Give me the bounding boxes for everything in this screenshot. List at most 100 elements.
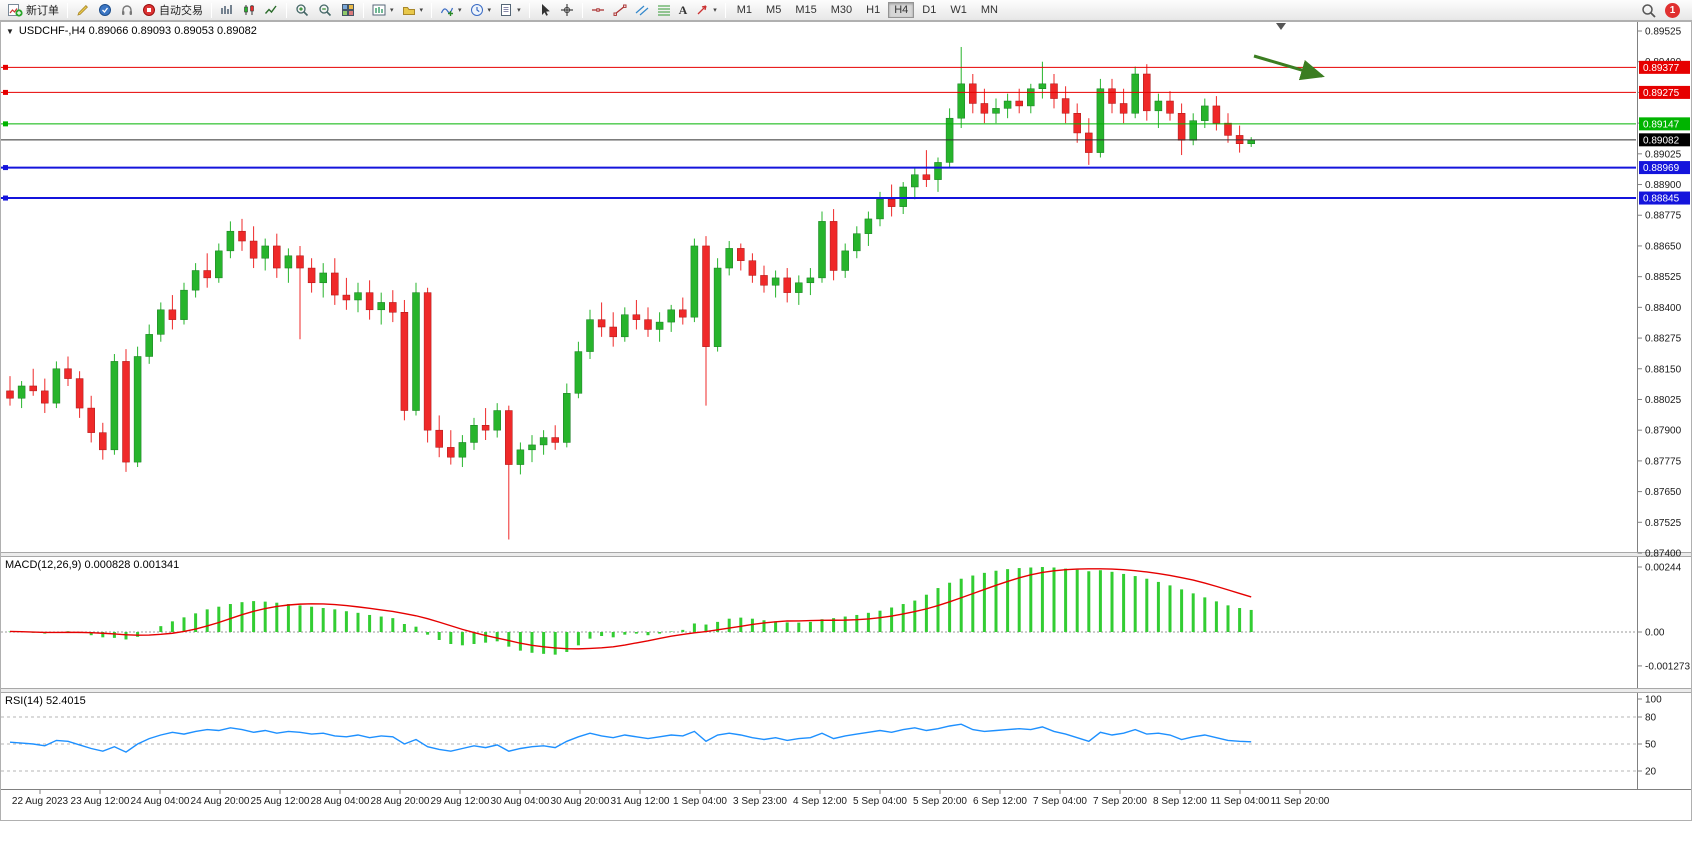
svg-text:50: 50: [1645, 740, 1657, 751]
rsi-line: [9, 723, 1252, 753]
rsi-panel: 100 80 50 20: [1, 695, 1662, 778]
svg-text:0.88775: 0.88775: [1645, 211, 1682, 222]
chevron-down-icon: ▾: [517, 7, 521, 14]
svg-text:0.88650: 0.88650: [1645, 241, 1682, 252]
market-watch-button[interactable]: [94, 1, 116, 20]
price-level-label: [1639, 117, 1690, 131]
fibonacci-button[interactable]: [653, 1, 675, 20]
timeframe-button-m30[interactable]: M30: [830, 4, 853, 16]
svg-text:29 Aug 12:00: 29 Aug 12:00: [431, 796, 490, 807]
crosshair-icon: [560, 4, 573, 16]
line-chart-icon: [264, 5, 277, 14]
chevron-down-icon: ▾: [419, 7, 424, 14]
chart-symbol-ohlc: USDCHF-,H4 0.89066 0.89093 0.89053 0.890…: [18, 25, 257, 37]
timeframe-button-h4[interactable]: H4: [888, 2, 915, 18]
price-level-label: [1639, 85, 1690, 99]
svg-text:0.89525: 0.89525: [1645, 27, 1682, 38]
tile-windows-icon: [342, 4, 354, 16]
main-toolbar: 新订单 自动交易 ▾ ▾ ▾: [0, 0, 1692, 21]
collapse-panel-icon[interactable]: ▼: [6, 26, 14, 36]
price-levels[interactable]: 0.89377 0.89275 0.89147 0.89082 0.88969 0.888…: [1, 60, 1690, 205]
price-level-label: [1639, 191, 1690, 205]
macd-signal-line: [9, 568, 1252, 650]
text-button[interactable]: A: [675, 1, 692, 20]
line-handle: [3, 121, 8, 127]
svg-text:28 Aug 20:00: 28 Aug 20:00: [371, 796, 430, 807]
trendline-button[interactable]: [609, 1, 631, 20]
auto-trading-button[interactable]: 自动交易: [138, 1, 207, 20]
bar-chart-button[interactable]: [216, 1, 238, 20]
line-chart-button[interactable]: [260, 1, 282, 20]
timeframe-button-d1[interactable]: D1: [922, 4, 937, 16]
candlestick-series: [6, 46, 1255, 540]
cursor-button[interactable]: [534, 1, 556, 20]
timeframe-button-m5[interactable]: M5: [766, 4, 782, 16]
timeframe-button-w1[interactable]: W1: [950, 4, 967, 16]
time-axis[interactable]: 22 Aug 2023 23 Aug 12:00 24 Aug 04:00 24 Au…: [12, 789, 1330, 808]
market-watch-icon: [99, 4, 111, 16]
svg-text:0.87775: 0.87775: [1645, 456, 1682, 467]
toolbar-separator: [528, 2, 530, 18]
svg-text:30 Aug 20:00: 30 Aug 20:00: [551, 796, 610, 807]
svg-text:0.89082: 0.89082: [1643, 135, 1680, 146]
timeframe-button-group: M1 M5 M15 M30 H1 H4 D1 W1 MN: [730, 2, 1005, 18]
svg-text:28 Aug 04:00: 28 Aug 04:00: [311, 796, 370, 807]
toolbar-separator: [67, 2, 68, 18]
candlestick-chart-button[interactable]: [238, 1, 260, 20]
pane-splitter[interactable]: [0, 688, 1692, 693]
macd-indicator-label: MACD(12,26,9) 0.000828 0.001341: [5, 559, 180, 571]
zoom-in-button[interactable]: [291, 1, 314, 20]
chart-canvas[interactable]: 0.895250.894000.892750.891500.890250.889…: [0, 21, 1692, 821]
svg-text:0.88025: 0.88025: [1645, 395, 1682, 406]
pane-splitter[interactable]: [0, 552, 1692, 557]
styler-button[interactable]: [72, 1, 94, 20]
channel-button[interactable]: [631, 1, 653, 20]
svg-text:5 Sep 20:00: 5 Sep 20:00: [913, 796, 967, 807]
timeframe-button-m1[interactable]: M1: [736, 4, 753, 16]
channel-icon: [635, 5, 648, 16]
zoom-out-button[interactable]: [314, 1, 337, 20]
svg-text:31 Aug 12:00: 31 Aug 12:00: [611, 796, 670, 807]
headset-button[interactable]: [116, 1, 138, 20]
new-chart-icon: [372, 4, 386, 16]
indicators-button[interactable]: ▾: [436, 1, 466, 20]
notification-badge[interactable]: 1: [1665, 2, 1680, 18]
timeframes-menu-button[interactable]: ▾: [466, 1, 496, 20]
text-icon: A: [678, 2, 688, 17]
toolbar-separator: [211, 2, 212, 18]
line-handle: [3, 165, 8, 171]
svg-text:0.89377: 0.89377: [1643, 63, 1680, 74]
toolbar-separator: [724, 2, 726, 18]
zoom-out-icon: [319, 3, 332, 16]
svg-text:25 Aug 12:00: 25 Aug 12:00: [251, 796, 310, 807]
templates-icon: [501, 4, 512, 16]
indicators-icon: [440, 7, 454, 16]
svg-text:6 Sep 12:00: 6 Sep 12:00: [973, 796, 1027, 807]
chevron-down-icon: ▾: [487, 7, 492, 14]
timeframe-button-m15[interactable]: M15: [795, 4, 817, 16]
templates-button[interactable]: ▾: [495, 1, 525, 20]
timeframe-button-mn[interactable]: MN: [980, 4, 998, 16]
svg-text:7 Sep 04:00: 7 Sep 04:00: [1033, 796, 1087, 807]
trend-arrow-annotation[interactable]: [1253, 54, 1325, 81]
timeframe-button-h1[interactable]: H1: [866, 4, 881, 16]
svg-text:0.88150: 0.88150: [1645, 364, 1682, 375]
new-chart-button[interactable]: ▾: [368, 1, 398, 20]
headset-icon: [122, 5, 132, 15]
svg-text:20: 20: [1645, 767, 1657, 778]
new-order-button[interactable]: 新订单: [4, 1, 63, 20]
chart-shift-marker[interactable]: [1276, 23, 1286, 30]
chart-header: ▼ USDCHF-,H4 0.89066 0.89093 0.89053 0.8…: [6, 25, 257, 37]
horizontal-line-button[interactable]: [587, 1, 609, 20]
svg-text:3 Sep 23:00: 3 Sep 23:00: [733, 796, 787, 807]
profiles-button[interactable]: ▾: [398, 1, 428, 20]
profiles-icon: [402, 7, 415, 15]
rsi-indicator-label: RSI(14) 52.4015: [5, 695, 86, 707]
search-button[interactable]: [1637, 1, 1660, 20]
toolbar-separator: [431, 2, 433, 18]
tile-windows-button[interactable]: [337, 1, 359, 20]
arrows-button[interactable]: ▾: [691, 1, 721, 20]
svg-text:23 Aug 12:00: 23 Aug 12:00: [71, 796, 130, 807]
macd-panel: 0.00244 0.00 -0.001273: [1, 563, 1690, 672]
crosshair-button[interactable]: [556, 1, 578, 20]
